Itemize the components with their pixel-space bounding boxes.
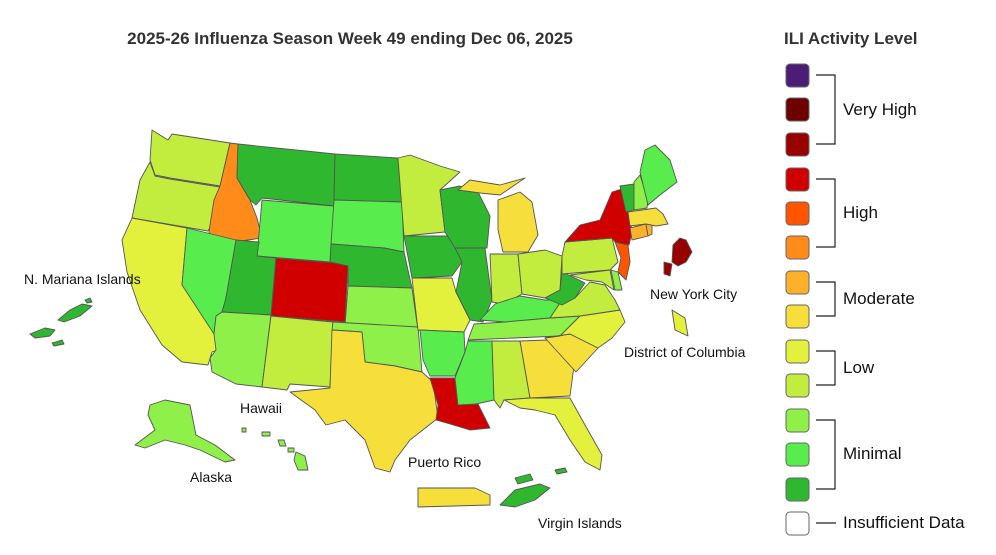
state-il[interactable] <box>454 247 493 323</box>
state-ak[interactable] <box>134 399 236 463</box>
legend-group-very-high: Very High <box>843 100 917 119</box>
nmi-label: N. Mariana Islands <box>24 271 141 287</box>
state-md[interactable] <box>569 269 615 291</box>
state-az[interactable] <box>209 311 272 388</box>
territory-vi[interactable] <box>499 467 568 508</box>
state-fl[interactable] <box>503 397 603 471</box>
state-pa[interactable] <box>561 237 619 275</box>
legend-group-low: Low <box>843 358 875 377</box>
map-title: 2025-26 Influenza Season Week 49 ending … <box>127 29 573 48</box>
territory-pr[interactable] <box>417 487 491 508</box>
state-ct[interactable] <box>629 223 649 241</box>
vi-label: Virgin Islands <box>538 515 622 531</box>
state-tx[interactable] <box>289 329 439 473</box>
legend-group-minimal: Minimal <box>843 444 902 463</box>
state-hi[interactable] <box>241 427 309 471</box>
legend-group-moderate: Moderate <box>843 289 915 308</box>
state-nd[interactable] <box>333 153 403 203</box>
state-sd[interactable] <box>330 199 405 253</box>
state-co[interactable] <box>270 257 349 323</box>
territory-nyc[interactable] <box>663 237 693 277</box>
state-ar[interactable] <box>419 329 466 377</box>
state-nm[interactable] <box>261 315 334 391</box>
legend-group-high: High <box>843 203 878 222</box>
state-ny[interactable] <box>564 187 633 246</box>
state-mi[interactable] <box>457 177 539 253</box>
state-de[interactable] <box>610 269 623 291</box>
nyc-label: New York City <box>650 286 737 302</box>
state-me[interactable] <box>639 144 678 206</box>
pr-label: Puerto Rico <box>408 454 481 470</box>
state-ia[interactable] <box>403 235 463 279</box>
territory-dc[interactable] <box>671 309 689 337</box>
legend-title: ILI Activity Level <box>784 29 918 48</box>
dc-label: District of Columbia <box>624 344 746 360</box>
state-mn[interactable] <box>397 154 461 237</box>
legend-group-insufficient: Insufficient Data <box>843 513 965 532</box>
hawaii-label: Hawaii <box>240 400 282 416</box>
state-wv[interactable] <box>544 271 586 306</box>
state-oh[interactable] <box>517 249 563 299</box>
state-ma[interactable] <box>627 207 669 227</box>
territory-nmi[interactable] <box>29 297 93 347</box>
state-mt[interactable] <box>236 143 336 207</box>
state-wy[interactable] <box>256 199 335 263</box>
alaska-label: Alaska <box>190 469 232 485</box>
